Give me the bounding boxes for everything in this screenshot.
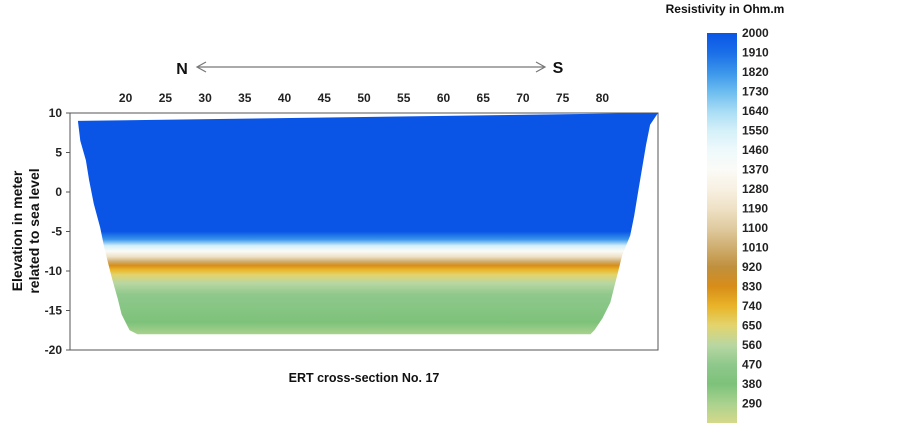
colorbar-tick-label: 1460 bbox=[742, 143, 769, 157]
y-tick-label: -15 bbox=[45, 304, 63, 318]
y-axis-label-line-2: related to sea level bbox=[26, 168, 42, 293]
x-tick-label: 20 bbox=[119, 91, 133, 105]
x-tick-label: 75 bbox=[556, 91, 570, 105]
y-axis-label: Elevation in meter related to sea level bbox=[9, 168, 42, 293]
y-tick-label: -5 bbox=[51, 225, 62, 239]
colorbar-tick-label: 560 bbox=[742, 338, 762, 352]
y-tick-label: 10 bbox=[49, 106, 63, 120]
y-tick-label: -10 bbox=[45, 264, 63, 278]
direction-arrow-left-head bbox=[195, 61, 207, 73]
x-tick-label: 60 bbox=[437, 91, 451, 105]
y-axis-label-line-1: Elevation in meter bbox=[9, 170, 25, 291]
y-axis-ticks: 10 5 0 -5 -10 -15 -20 bbox=[45, 106, 70, 357]
colorbar-tick-label: 470 bbox=[742, 358, 762, 372]
colorbar-tick-label: 650 bbox=[742, 319, 762, 333]
colorbar-tick-label: 1010 bbox=[742, 241, 769, 255]
x-tick-label: 45 bbox=[318, 91, 332, 105]
x-axis-ticks: 20 25 30 35 40 45 50 55 60 65 70 75 80 bbox=[119, 91, 609, 105]
colorbar bbox=[707, 33, 737, 423]
colorbar-tick-label: 2000 bbox=[742, 26, 769, 40]
x-tick-label: 40 bbox=[278, 91, 292, 105]
x-tick-label: 35 bbox=[238, 91, 252, 105]
y-tick-label: 5 bbox=[55, 146, 62, 160]
colorbar-tick-label: 290 bbox=[742, 397, 762, 411]
direction-arrow-right-head bbox=[535, 61, 547, 73]
colorbar-tick-label: 1730 bbox=[742, 85, 769, 99]
x-tick-label: 70 bbox=[516, 91, 530, 105]
colorbar-tick-label: 1550 bbox=[742, 124, 769, 138]
colorbar-tick-label: 920 bbox=[742, 260, 762, 274]
x-tick-label: 65 bbox=[477, 91, 491, 105]
colorbar-tick-label: 1100 bbox=[742, 221, 768, 235]
resistivity-section bbox=[77, 113, 658, 335]
colorbar-tick-label: 830 bbox=[742, 280, 762, 294]
x-tick-label: 55 bbox=[397, 91, 411, 105]
x-tick-label: 30 bbox=[198, 91, 212, 105]
x-tick-label: 25 bbox=[159, 91, 173, 105]
x-tick-label: 80 bbox=[596, 91, 610, 105]
colorbar-title: Resistivity in Ohm.m bbox=[666, 2, 785, 16]
colorbar-tick-label: 1190 bbox=[742, 202, 768, 216]
colorbar-tick-label: 1280 bbox=[742, 182, 769, 196]
colorbar-tick-label: 1640 bbox=[742, 104, 769, 118]
colorbar-ticks: 2000 1910 1820 1730 1640 1550 1460 1370 1280 1190… bbox=[742, 26, 769, 411]
colorbar-tick-label: 740 bbox=[742, 299, 762, 313]
chart-title: ERT cross-section No. 17 bbox=[289, 371, 440, 385]
colorbar-tick-label: 1820 bbox=[742, 65, 769, 79]
direction-south-label: S bbox=[553, 60, 564, 77]
colorbar-tick-label: 1910 bbox=[742, 46, 769, 60]
y-tick-label: -20 bbox=[45, 343, 63, 357]
direction-north-label: N bbox=[176, 61, 188, 78]
x-tick-label: 50 bbox=[357, 91, 371, 105]
colorbar-tick-label: 380 bbox=[742, 377, 762, 391]
y-tick-label: 0 bbox=[55, 185, 62, 199]
colorbar-tick-label: 1370 bbox=[742, 163, 769, 177]
